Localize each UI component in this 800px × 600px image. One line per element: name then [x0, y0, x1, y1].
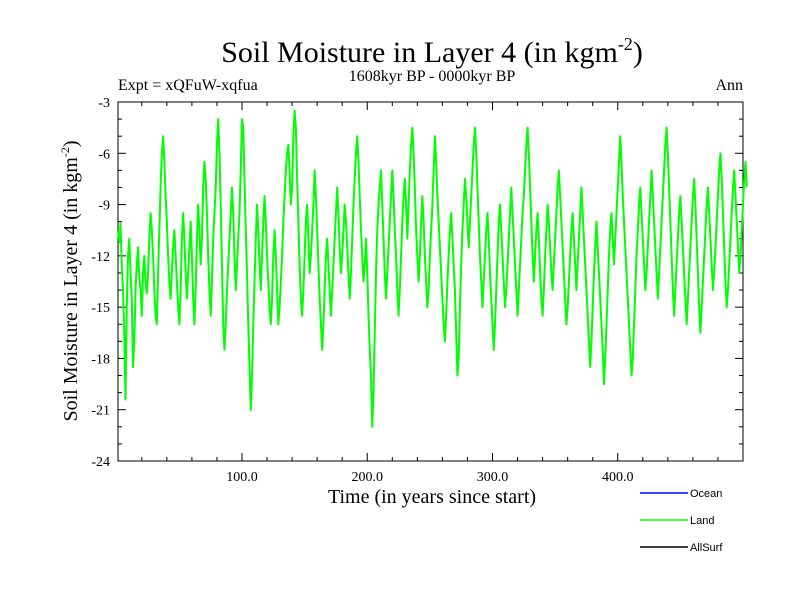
chart-title-superscript: -2 [618, 34, 633, 54]
x-tick-label: 100.0 [226, 470, 258, 485]
plot-area [117, 101, 744, 462]
y-tick-label: -21 [91, 404, 110, 419]
y-tick-label: -18 [91, 352, 110, 367]
x-axis-label: Time (in years since start) [328, 486, 536, 508]
y-axis-label: Soil Moisture in Layer 4 (in kgm-2) [58, 140, 82, 421]
chart-title: Soil Moisture in Layer 4 (in kgm-2) [221, 34, 643, 69]
x-tick-label: 400.0 [602, 470, 634, 485]
y-tick-label: -15 [91, 301, 110, 316]
legend: Ocean Land AllSurf [640, 488, 723, 554]
experiment-label: Expt = xQFuW-xqfua [118, 77, 258, 94]
y-tick-label: -6 [98, 147, 110, 162]
x-tick-label: 200.0 [351, 470, 383, 485]
y-tick-label: -9 [98, 199, 110, 214]
x-axis: 100.0 200.0 300.0 400.0 [141, 102, 719, 485]
series-group [117, 109, 748, 428]
x-tick-label: 300.0 [477, 470, 509, 485]
y-tick-label: -12 [91, 250, 110, 265]
legend-item-allsurf: AllSurf [640, 542, 723, 554]
legend-label: AllSurf [690, 542, 723, 554]
legend-label: Ocean [690, 488, 722, 500]
season-label: Ann [715, 77, 743, 94]
y-axis-label-superscript: -2 [58, 147, 72, 157]
series-line-land [117, 109, 748, 428]
time-range-label: 1608kyr BP - 0000kyr BP [349, 68, 516, 85]
legend-item-ocean: Ocean [640, 488, 722, 500]
legend-item-land: Land [640, 515, 714, 527]
y-axis: -3 -6 -9 -12 -15 -18 -21 -24 [91, 96, 743, 470]
y-tick-label: -3 [98, 96, 110, 111]
y-tick-label: -24 [91, 455, 110, 470]
legend-label: Land [690, 515, 714, 527]
